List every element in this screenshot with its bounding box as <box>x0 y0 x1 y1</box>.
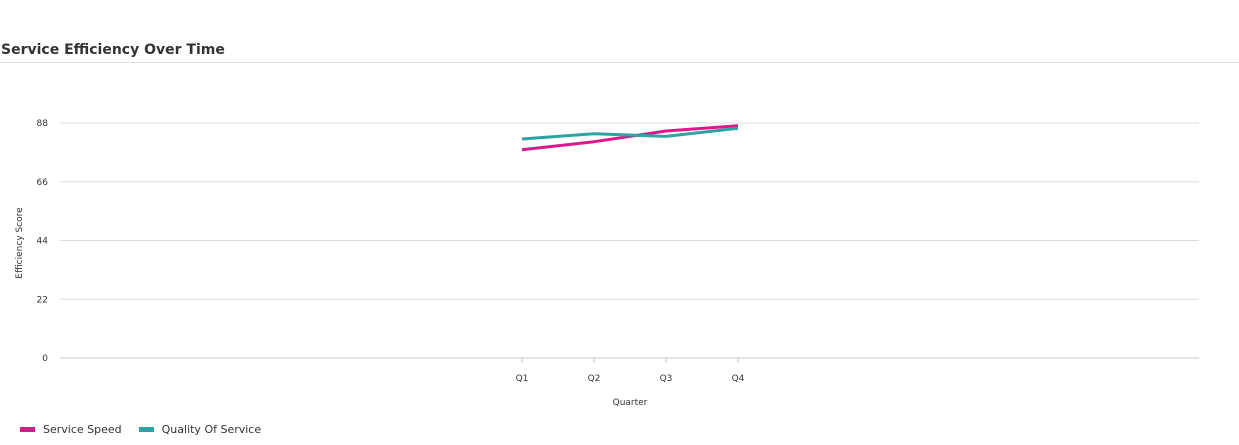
y-axis-ticks: 0 22 44 66 88 <box>37 119 49 364</box>
grid-lines <box>60 122 1199 359</box>
x-tick-label-q2: Q2 <box>588 374 601 384</box>
x-tick-label-q4: Q4 <box>732 374 745 384</box>
series-line-quality-of-service[interactable] <box>521 126 739 141</box>
x-tick-label-q1: Q1 <box>516 374 529 384</box>
legend-swatch-service-speed <box>20 427 35 432</box>
chart-title: Service Efficiency Over Time <box>1 42 225 58</box>
legend-item-quality-of-service[interactable]: Quality Of Service <box>138 423 262 436</box>
series-lines <box>521 124 739 152</box>
title-divider <box>0 62 1239 63</box>
y-axis-title: Efficiency Score <box>15 207 25 279</box>
legend-item-service-speed[interactable]: Service Speed <box>20 423 122 436</box>
legend-label-quality-of-service: Quality Of Service <box>161 423 262 436</box>
y-tick-label-44: 44 <box>37 237 49 247</box>
y-tick-label-66: 66 <box>37 178 49 188</box>
x-tick-label-q3: Q3 <box>660 374 673 384</box>
legend-label-service-speed: Service Speed <box>43 423 122 436</box>
y-tick-label-0: 0 <box>42 354 48 364</box>
legend-swatch-quality-of-service <box>138 427 154 432</box>
y-tick-label-22: 22 <box>37 295 48 305</box>
y-tick-label-88: 88 <box>37 119 49 129</box>
legend: Service Speed Quality Of Service <box>20 423 261 436</box>
x-axis-ticks: Q1 Q2 Q3 Q4 <box>516 358 745 384</box>
x-axis-title: Quarter <box>613 398 648 408</box>
